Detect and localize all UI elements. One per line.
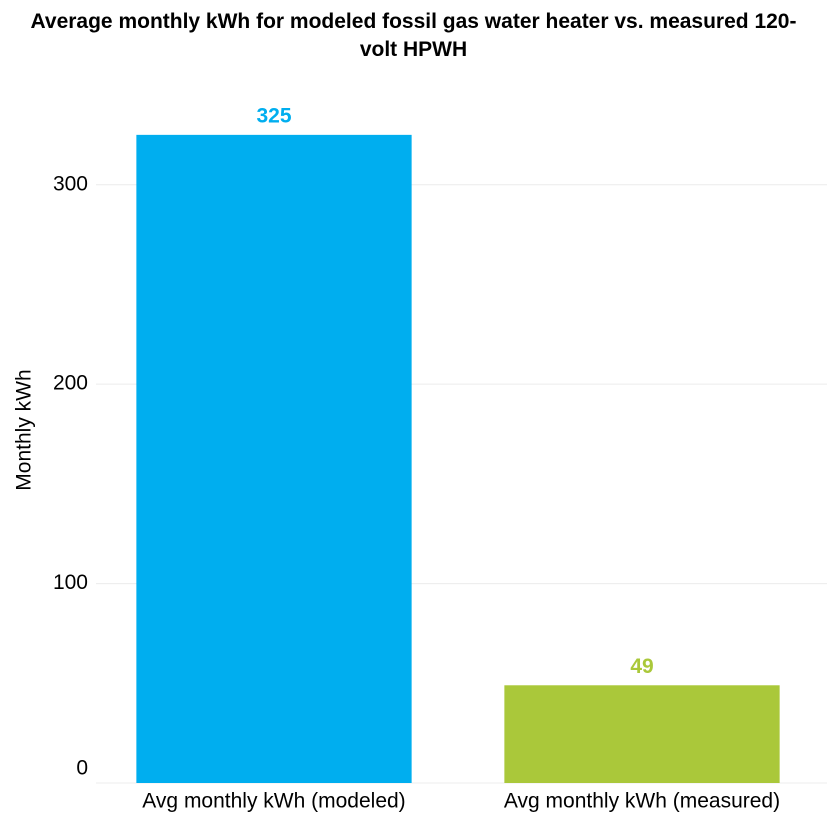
x-tick-label: Avg monthly kWh (measured) (504, 790, 780, 813)
data-label: 325 (256, 104, 291, 127)
y-axis-label: Monthly kWh (13, 369, 36, 490)
y-tick-label: 100 (53, 571, 88, 594)
data-label: 49 (630, 655, 653, 678)
y-tick-label: 0 (76, 757, 88, 780)
chart-title: Average monthly kWh for modeled fossil g… (30, 10, 797, 61)
bar (504, 685, 780, 783)
y-tick-label: 300 (53, 172, 88, 195)
x-tick-label: Avg monthly kWh (modeled) (142, 790, 405, 813)
bar (136, 134, 412, 783)
y-tick-label: 200 (53, 372, 88, 395)
